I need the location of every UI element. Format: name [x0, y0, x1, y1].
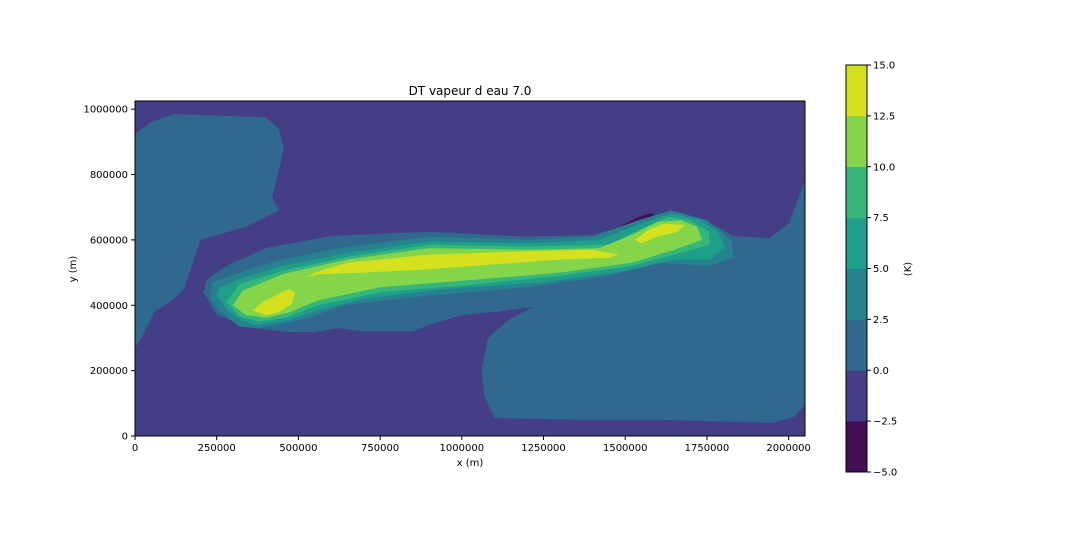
plot-frame: [134, 100, 806, 437]
x-tick-label: 1250000: [521, 443, 566, 454]
colorbar-label: (K): [903, 262, 914, 276]
y-axis-label: y (m): [68, 256, 79, 283]
x-tick-label: 750000: [361, 443, 399, 454]
y-tick-label: 600000: [90, 235, 128, 246]
contour-region: [252, 288, 296, 316]
contour-region: [305, 249, 619, 278]
contour-region: [135, 114, 284, 348]
colorbar-segment: [846, 370, 867, 422]
x-tick-label: 1750000: [685, 443, 730, 454]
x-axis-label: x (m): [457, 458, 484, 469]
x-tick-label: 1500000: [603, 443, 648, 454]
x-tick-label: 250000: [198, 443, 236, 454]
colorbar-tick-label: 7.5: [873, 213, 889, 224]
colorbar-segment: [846, 319, 867, 371]
colorbar-tick-label: 5.0: [873, 264, 889, 275]
colorbar-segment: [846, 268, 867, 320]
y-tick-label: 1000000: [83, 105, 128, 116]
colorbar-tick-label: −2.5: [873, 417, 897, 428]
colorbar: −5.0 −2.5 0.0 2.5 5.0 7.5 10.0 12.5 15.0: [845, 61, 897, 479]
x-axis: 0 250000 500000 750000 1000000 1250000 1500000…: [132, 436, 811, 454]
y-axis: 0 200000 400000 600000 800000 1000000: [83, 105, 135, 443]
colorbar-segment: [846, 115, 867, 168]
y-tick-label: 0: [122, 432, 128, 443]
plot-area: [134, 100, 806, 437]
colorbar-segment: [846, 166, 867, 218]
contour-regions: [135, 114, 805, 423]
x-tick-label: 0: [132, 443, 138, 454]
colorbar-tick-label: 15.0: [873, 61, 895, 72]
colorbar-tick-label: −5.0: [873, 468, 897, 479]
x-tick-label: 1000000: [440, 443, 485, 454]
y-tick-label: 800000: [90, 170, 128, 181]
y-tick-label: 400000: [90, 301, 128, 312]
colorbar-segment: [846, 217, 867, 269]
x-tick-label: 500000: [279, 443, 317, 454]
colorbar-tick-label: 12.5: [873, 111, 895, 122]
colorbar-tick-label: 0.0: [873, 366, 889, 377]
y-tick-label: 200000: [90, 366, 128, 377]
chart-title: DT vapeur d eau 7.0: [409, 84, 532, 98]
contour-region: [233, 220, 702, 318]
colorbar-tick-label: 10.0: [873, 162, 895, 173]
x-tick-label: 2000000: [766, 443, 811, 454]
colorbar-segment: [846, 421, 867, 473]
colorbar-segment: [846, 65, 867, 117]
contour-region: [635, 223, 685, 244]
colorbar-tick-label: 2.5: [873, 315, 889, 326]
